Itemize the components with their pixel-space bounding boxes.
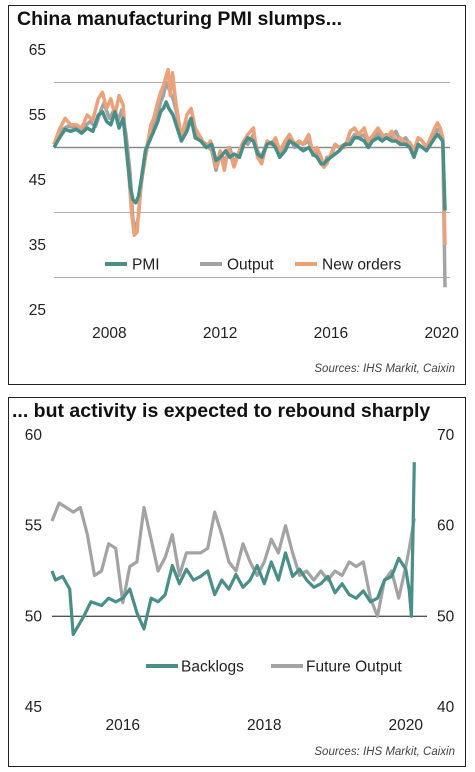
series-future-output-line xyxy=(50,501,416,618)
y-tick-label: 65 xyxy=(29,42,46,59)
y-tick-label: 25 xyxy=(29,302,46,319)
y-right-tick-label: 50 xyxy=(437,608,455,625)
y-tick-label: 35 xyxy=(29,237,46,254)
series-new-orders-line xyxy=(52,67,447,246)
y-tick-label: 45 xyxy=(29,172,46,189)
x-tick-label: 2020 xyxy=(389,717,424,734)
series-pmi-line xyxy=(52,100,447,211)
y-left-tick-label: 55 xyxy=(25,518,42,535)
legend-label-pmi: PMI xyxy=(132,257,160,274)
legend-label-future-output: Future Output xyxy=(306,659,402,676)
legend-label-output: Output xyxy=(227,257,274,274)
x-tick-label: 2008 xyxy=(92,325,126,342)
x-tick-label: 2020 xyxy=(424,325,459,342)
series-backlogs-line xyxy=(50,462,416,637)
x-tick-label: 2016 xyxy=(106,717,140,734)
rebound-line-chart: 45 50 55 60 40 50 60 70 2016 2018 2020 Backlogs Futu… xyxy=(25,427,455,734)
y-left-tick-label: 45 xyxy=(25,699,42,716)
chart-panel-rebound: ... but activity is expected to rebound … xyxy=(8,397,466,767)
y-left-tick-label: 50 xyxy=(25,608,43,625)
chart-title: ... but activity is expected to rebound … xyxy=(12,400,431,422)
x-tick-label: 2018 xyxy=(247,717,281,734)
source-note: Sources: IHS Markit, Caixin xyxy=(314,363,455,375)
source-note: Sources: IHS Markit, Caixin xyxy=(314,746,455,758)
y-left-tick-label: 60 xyxy=(25,427,43,444)
legend-label-new-orders: New orders xyxy=(322,257,401,274)
pmi-line-chart: 25 35 45 55 65 2008 2012 2016 2020 PMI Output New o… xyxy=(29,42,460,342)
chart-panel-pmi: China manufacturing PMI slumps... 25 35 45… xyxy=(8,5,466,385)
chart-title: China manufacturing PMI slumps... xyxy=(17,8,343,30)
x-tick-label: 2012 xyxy=(203,325,237,342)
y-tick-label: 55 xyxy=(29,107,46,124)
y-right-tick-label: 70 xyxy=(437,427,455,444)
y-right-tick-label: 60 xyxy=(437,518,455,535)
legend-label-backlogs: Backlogs xyxy=(181,659,244,676)
y-right-tick-label: 40 xyxy=(437,699,455,716)
x-tick-label: 2016 xyxy=(314,325,348,342)
